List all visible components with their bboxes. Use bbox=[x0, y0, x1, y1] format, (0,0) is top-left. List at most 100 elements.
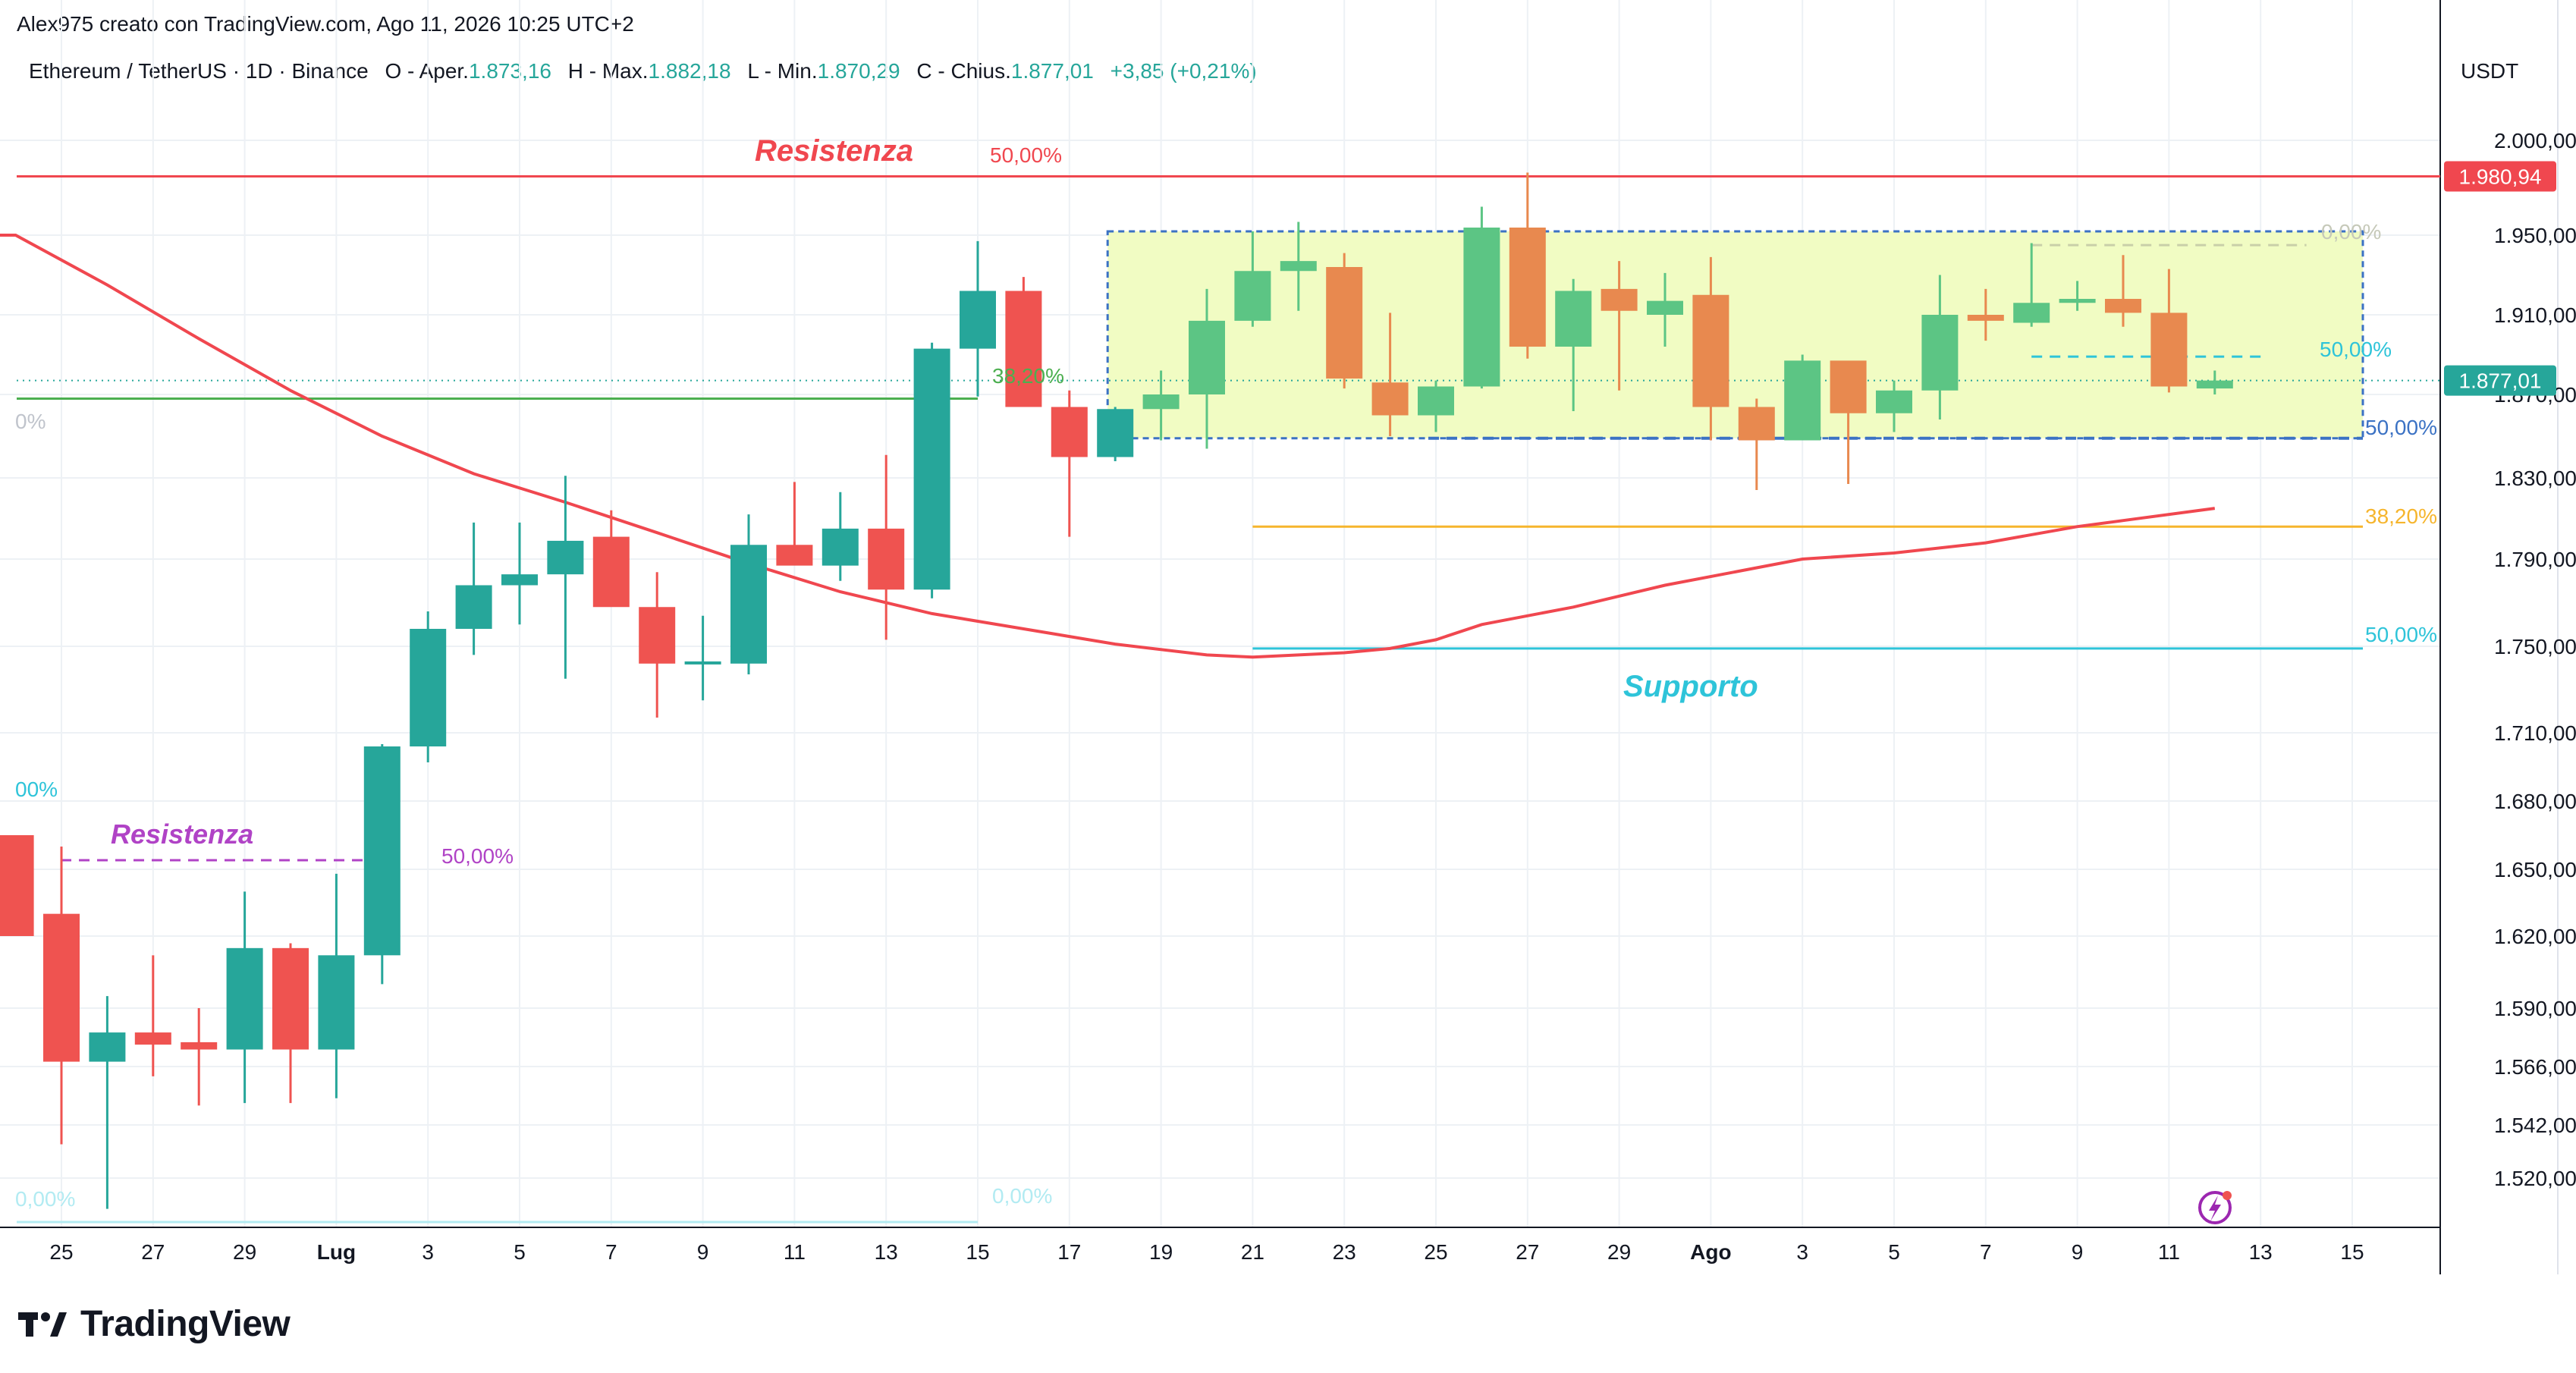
x-tick-label: 9 bbox=[2072, 1240, 2084, 1264]
candle-body bbox=[547, 540, 584, 575]
x-tick-label: 13 bbox=[2249, 1240, 2273, 1264]
fib38-pct: 38,20% bbox=[2365, 504, 2437, 528]
candle bbox=[1509, 172, 1546, 359]
candle bbox=[2105, 255, 2141, 327]
y-tick-label: 2.000,00 bbox=[2494, 129, 2576, 152]
x-tick-label: 23 bbox=[1333, 1240, 1356, 1264]
candle bbox=[592, 510, 630, 608]
low-label: L - Min. bbox=[747, 59, 818, 83]
resistance-price-tag-bg bbox=[2444, 161, 2556, 192]
candle bbox=[1051, 390, 1088, 537]
x-tick-label: 7 bbox=[1980, 1240, 1992, 1264]
candle bbox=[1967, 288, 2004, 341]
tradingview-logo-icon bbox=[18, 1312, 67, 1337]
candle bbox=[913, 342, 950, 599]
y-tick-label: 1.910,00 bbox=[2494, 303, 2576, 327]
candle bbox=[1738, 398, 1775, 491]
brand-name: TradingView bbox=[80, 1304, 291, 1344]
resistance-label: Resistenza bbox=[755, 134, 913, 168]
candle bbox=[868, 454, 905, 640]
x-tick-label: 3 bbox=[1796, 1240, 1808, 1264]
zone-bottom-pct: 50,00% bbox=[2365, 416, 2437, 439]
x-tick-label: 9 bbox=[697, 1240, 709, 1264]
flash-icon-bolt bbox=[2209, 1195, 2221, 1221]
candle-body bbox=[43, 913, 80, 1062]
candle bbox=[226, 891, 263, 1104]
y-tick-label: 1.542,00 bbox=[2494, 1114, 2576, 1137]
candle-body bbox=[89, 1032, 126, 1062]
candle-body bbox=[501, 574, 538, 586]
candle bbox=[272, 943, 309, 1104]
high-label: H - Max. bbox=[567, 59, 649, 83]
symbol-name[interactable]: Ethereum / TetherUS · 1D · Binance bbox=[29, 59, 369, 83]
candle bbox=[639, 572, 676, 718]
candle bbox=[455, 522, 492, 655]
candle-body bbox=[1418, 386, 1454, 416]
candle bbox=[1005, 277, 1042, 407]
flash-icon[interactable] bbox=[2198, 1191, 2232, 1224]
x-tick-label: 21 bbox=[1241, 1240, 1264, 1264]
candle bbox=[1692, 256, 1729, 441]
candle bbox=[1463, 206, 1500, 389]
zone-mid-pct: 50,00% bbox=[2320, 338, 2392, 361]
bottom-line-pct: 0,00% bbox=[992, 1184, 1052, 1208]
candle-body bbox=[1967, 315, 2004, 321]
candle bbox=[1876, 380, 1912, 432]
candle bbox=[43, 847, 80, 1145]
candle-body bbox=[0, 835, 34, 936]
symbol-legend: Ethereum / TetherUS · 1D · Binance O - A… bbox=[29, 59, 1257, 83]
candle-body bbox=[1647, 300, 1683, 315]
resistance-low-pct: 50,00% bbox=[441, 844, 514, 868]
x-tick-label: 5 bbox=[514, 1240, 526, 1264]
candle bbox=[1326, 253, 1363, 389]
candle bbox=[2150, 269, 2188, 393]
support-pct: 50,00% bbox=[2365, 623, 2437, 646]
candle-body bbox=[363, 746, 401, 956]
open-label: O - Aper. bbox=[385, 59, 469, 83]
candle-body bbox=[1189, 320, 1225, 394]
currency-label[interactable]: USDT bbox=[2461, 59, 2519, 83]
candle-body bbox=[1097, 409, 1134, 457]
support-label: Supporto bbox=[1623, 670, 1758, 703]
candle-body bbox=[1326, 267, 1363, 379]
x-tick-label: 27 bbox=[141, 1240, 165, 1264]
x-tick-label: 27 bbox=[1516, 1240, 1539, 1264]
candle bbox=[1647, 272, 1683, 347]
resistance-pct: 50,00% bbox=[990, 143, 1062, 167]
x-tick-label: 15 bbox=[2340, 1240, 2364, 1264]
x-tick-label: 25 bbox=[1424, 1240, 1447, 1264]
candle-body bbox=[2013, 303, 2050, 323]
candle bbox=[134, 955, 171, 1076]
candle bbox=[2196, 370, 2233, 394]
candle bbox=[501, 522, 538, 625]
change-value: +3,85 (+0,21%) bbox=[1110, 59, 1257, 83]
price-chart[interactable]: Resistenza 50,00%Resistenza50,00%Supporto… bbox=[0, 0, 2576, 1290]
candle bbox=[1601, 261, 1638, 391]
y-tick-label: 1.520,00 bbox=[2494, 1167, 2576, 1190]
x-tick-label: 7 bbox=[605, 1240, 617, 1264]
candle-body bbox=[1876, 390, 1912, 413]
left-pct-middle: 00% bbox=[15, 778, 58, 801]
x-tick-label: 3 bbox=[422, 1240, 434, 1264]
x-tick-label: 15 bbox=[966, 1240, 989, 1264]
axis-lines bbox=[0, 0, 2559, 1274]
candle bbox=[181, 1008, 218, 1106]
candle-body bbox=[1463, 228, 1500, 387]
candle-body bbox=[960, 291, 996, 349]
last-price-tag: 1.877,01 bbox=[2459, 369, 2542, 393]
candle-body bbox=[684, 661, 721, 665]
flash-icon-ring bbox=[2198, 1191, 2232, 1224]
close-label: C - Chius. bbox=[916, 59, 1011, 83]
candle-body bbox=[1830, 360, 1867, 413]
candle-body bbox=[730, 545, 767, 664]
candle-body bbox=[318, 955, 355, 1050]
left-pct-lower: 0,00% bbox=[15, 1187, 75, 1211]
candle-body bbox=[1371, 382, 1409, 416]
candle bbox=[2059, 281, 2096, 311]
candle-body bbox=[913, 348, 950, 590]
candle-body bbox=[2196, 380, 2233, 389]
candle bbox=[1830, 360, 1867, 485]
candle-body bbox=[226, 947, 263, 1050]
x-axis: 25 27 29 Lug 3 5 7 9 11 13 15 17 19 21 23 25 27 29 Ago 3 5 7 9… bbox=[49, 1240, 2364, 1264]
candles bbox=[0, 172, 2233, 1209]
